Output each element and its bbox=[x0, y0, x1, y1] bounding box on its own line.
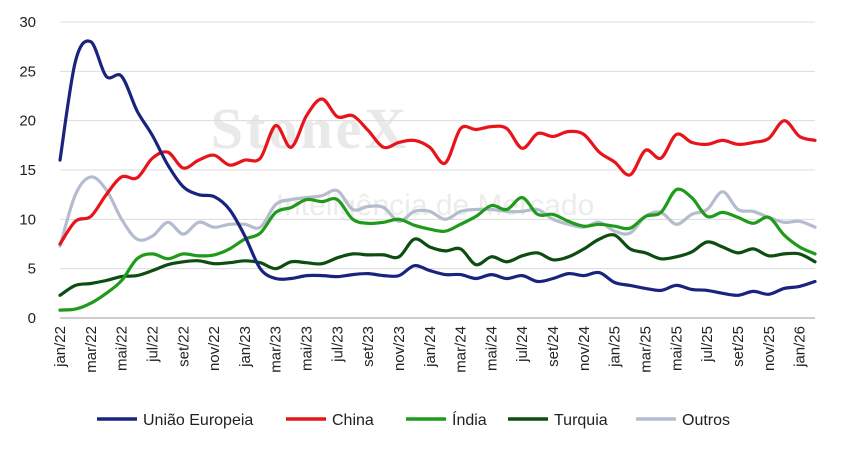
series-line-outros bbox=[58, 175, 817, 248]
x-tick-label: nov/25 bbox=[761, 326, 778, 371]
legend: União Europeia China Índia Turquia Outros bbox=[97, 410, 730, 429]
x-tick-label: set/22 bbox=[175, 326, 192, 367]
y-tick-label: 30 bbox=[19, 14, 36, 31]
y-tick-label: 25 bbox=[19, 63, 36, 80]
x-tick-label: set/25 bbox=[730, 326, 747, 367]
series-lines bbox=[58, 39, 817, 312]
legend-label-outros: Outros bbox=[682, 412, 730, 429]
x-tick-label: mar/25 bbox=[638, 326, 655, 373]
series-line-turquia bbox=[58, 233, 817, 297]
watermark-brand: StoneX bbox=[211, 96, 409, 161]
legend-label-uniao: União Europeia bbox=[143, 412, 253, 429]
legend-label-china: China bbox=[332, 412, 374, 429]
x-tick-label: jul/24 bbox=[514, 326, 531, 363]
y-axis-ticks: 0 5 10 15 20 25 30 bbox=[19, 14, 36, 327]
x-tick-label: mar/22 bbox=[83, 326, 100, 373]
x-tick-label: mai/22 bbox=[114, 326, 131, 371]
x-tick-label: mai/23 bbox=[299, 326, 316, 371]
x-tick-label: jan/26 bbox=[792, 326, 809, 368]
x-axis-ticks: jan/22 mar/22 mai/22 jul/22 set/22 nov/22 jan/… bbox=[52, 326, 809, 373]
legend-label-turquia: Turquia bbox=[554, 412, 608, 429]
x-tick-label: mar/24 bbox=[453, 326, 470, 373]
x-tick-label: nov/23 bbox=[391, 326, 408, 371]
grid-lines bbox=[60, 21, 815, 270]
x-tick-label: jan/23 bbox=[237, 326, 254, 368]
x-tick-label: jul/22 bbox=[144, 326, 161, 363]
series-line-uniao bbox=[58, 39, 817, 297]
y-tick-label: 5 bbox=[28, 261, 36, 278]
x-tick-label: set/24 bbox=[545, 326, 562, 367]
x-tick-label: jan/25 bbox=[607, 326, 624, 368]
series-line-india bbox=[58, 187, 817, 312]
x-tick-label: nov/24 bbox=[576, 326, 593, 371]
x-tick-label: mar/23 bbox=[268, 326, 285, 373]
x-tick-label: set/23 bbox=[360, 326, 377, 367]
y-tick-label: 10 bbox=[19, 211, 36, 228]
y-tick-label: 0 bbox=[28, 310, 36, 327]
x-tick-label: jul/25 bbox=[699, 326, 716, 363]
x-tick-label: mai/24 bbox=[483, 326, 500, 371]
x-tick-label: jul/23 bbox=[329, 326, 346, 363]
x-tick-label: jan/22 bbox=[52, 326, 69, 368]
watermark: StoneX Inteligência de Mercado bbox=[211, 96, 595, 222]
y-tick-label: 20 bbox=[19, 113, 36, 130]
x-tick-label: mai/25 bbox=[668, 326, 685, 371]
series-line-china bbox=[58, 97, 817, 246]
y-tick-label: 15 bbox=[19, 162, 36, 179]
x-tick-label: jan/24 bbox=[422, 326, 439, 368]
x-tick-label: nov/22 bbox=[206, 326, 223, 371]
legend-label-india: Índia bbox=[452, 410, 487, 429]
